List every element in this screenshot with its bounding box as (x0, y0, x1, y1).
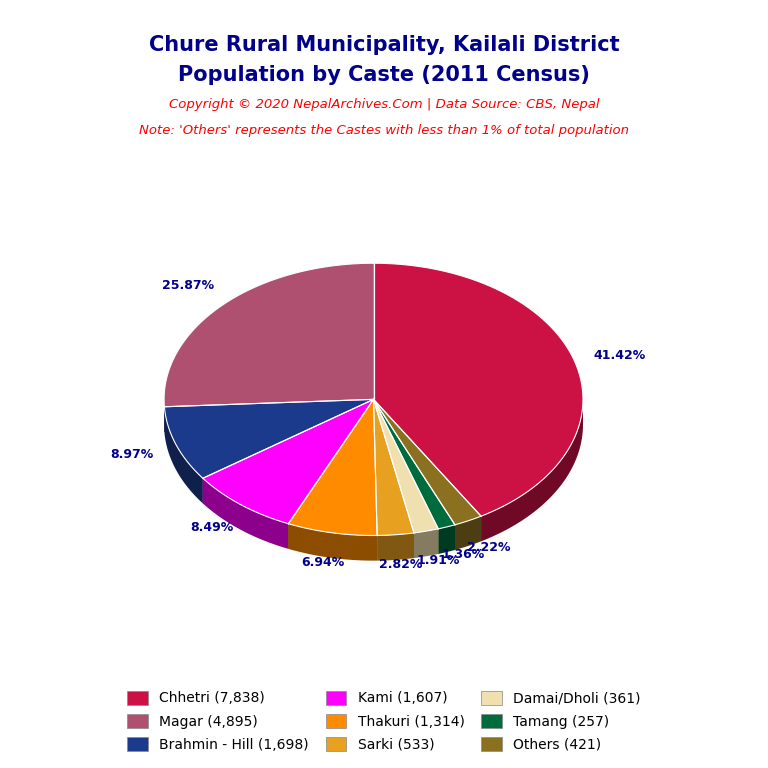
Polygon shape (288, 399, 373, 549)
Polygon shape (203, 399, 373, 503)
Text: 1.36%: 1.36% (441, 548, 485, 561)
Text: 6.94%: 6.94% (301, 555, 344, 568)
Polygon shape (203, 399, 373, 524)
Polygon shape (373, 399, 439, 554)
Text: 25.87%: 25.87% (162, 279, 214, 292)
Polygon shape (288, 524, 377, 561)
Polygon shape (377, 533, 414, 561)
Polygon shape (164, 407, 203, 503)
Text: Chure Rural Municipality, Kailali District: Chure Rural Municipality, Kailali Distri… (149, 35, 619, 55)
Polygon shape (164, 399, 373, 478)
Text: 1.91%: 1.91% (416, 554, 459, 567)
Text: 2.82%: 2.82% (379, 558, 422, 571)
Polygon shape (373, 399, 481, 541)
Polygon shape (373, 399, 377, 561)
Text: Note: 'Others' represents the Castes with less than 1% of total population: Note: 'Others' represents the Castes wit… (139, 124, 629, 137)
Legend: Chhetri (7,838), Magar (4,895), Brahmin - Hill (1,698), Kami (1,607), Thakuri (1: Chhetri (7,838), Magar (4,895), Brahmin … (122, 685, 646, 757)
Polygon shape (373, 399, 439, 533)
Polygon shape (164, 263, 373, 407)
Polygon shape (481, 400, 583, 541)
Polygon shape (373, 399, 439, 554)
Polygon shape (373, 399, 481, 525)
Text: 8.49%: 8.49% (190, 521, 233, 535)
Text: 8.97%: 8.97% (111, 448, 154, 461)
Polygon shape (373, 399, 455, 550)
Polygon shape (373, 399, 377, 561)
Polygon shape (203, 399, 373, 503)
Polygon shape (288, 399, 377, 535)
Polygon shape (373, 399, 455, 529)
Polygon shape (455, 516, 481, 550)
Polygon shape (414, 529, 439, 558)
Text: Population by Caste (2011 Census): Population by Caste (2011 Census) (178, 65, 590, 85)
Text: Copyright © 2020 NepalArchives.Com | Data Source: CBS, Nepal: Copyright © 2020 NepalArchives.Com | Dat… (169, 98, 599, 111)
Polygon shape (373, 399, 455, 550)
Polygon shape (164, 399, 373, 432)
Text: 41.42%: 41.42% (594, 349, 646, 362)
Polygon shape (164, 399, 373, 432)
Polygon shape (373, 399, 414, 535)
Polygon shape (203, 478, 288, 549)
Polygon shape (288, 399, 373, 549)
Polygon shape (373, 263, 583, 516)
Text: 2.22%: 2.22% (468, 541, 511, 554)
Polygon shape (373, 399, 481, 541)
Polygon shape (373, 399, 414, 558)
Polygon shape (439, 525, 455, 554)
Polygon shape (373, 399, 414, 558)
